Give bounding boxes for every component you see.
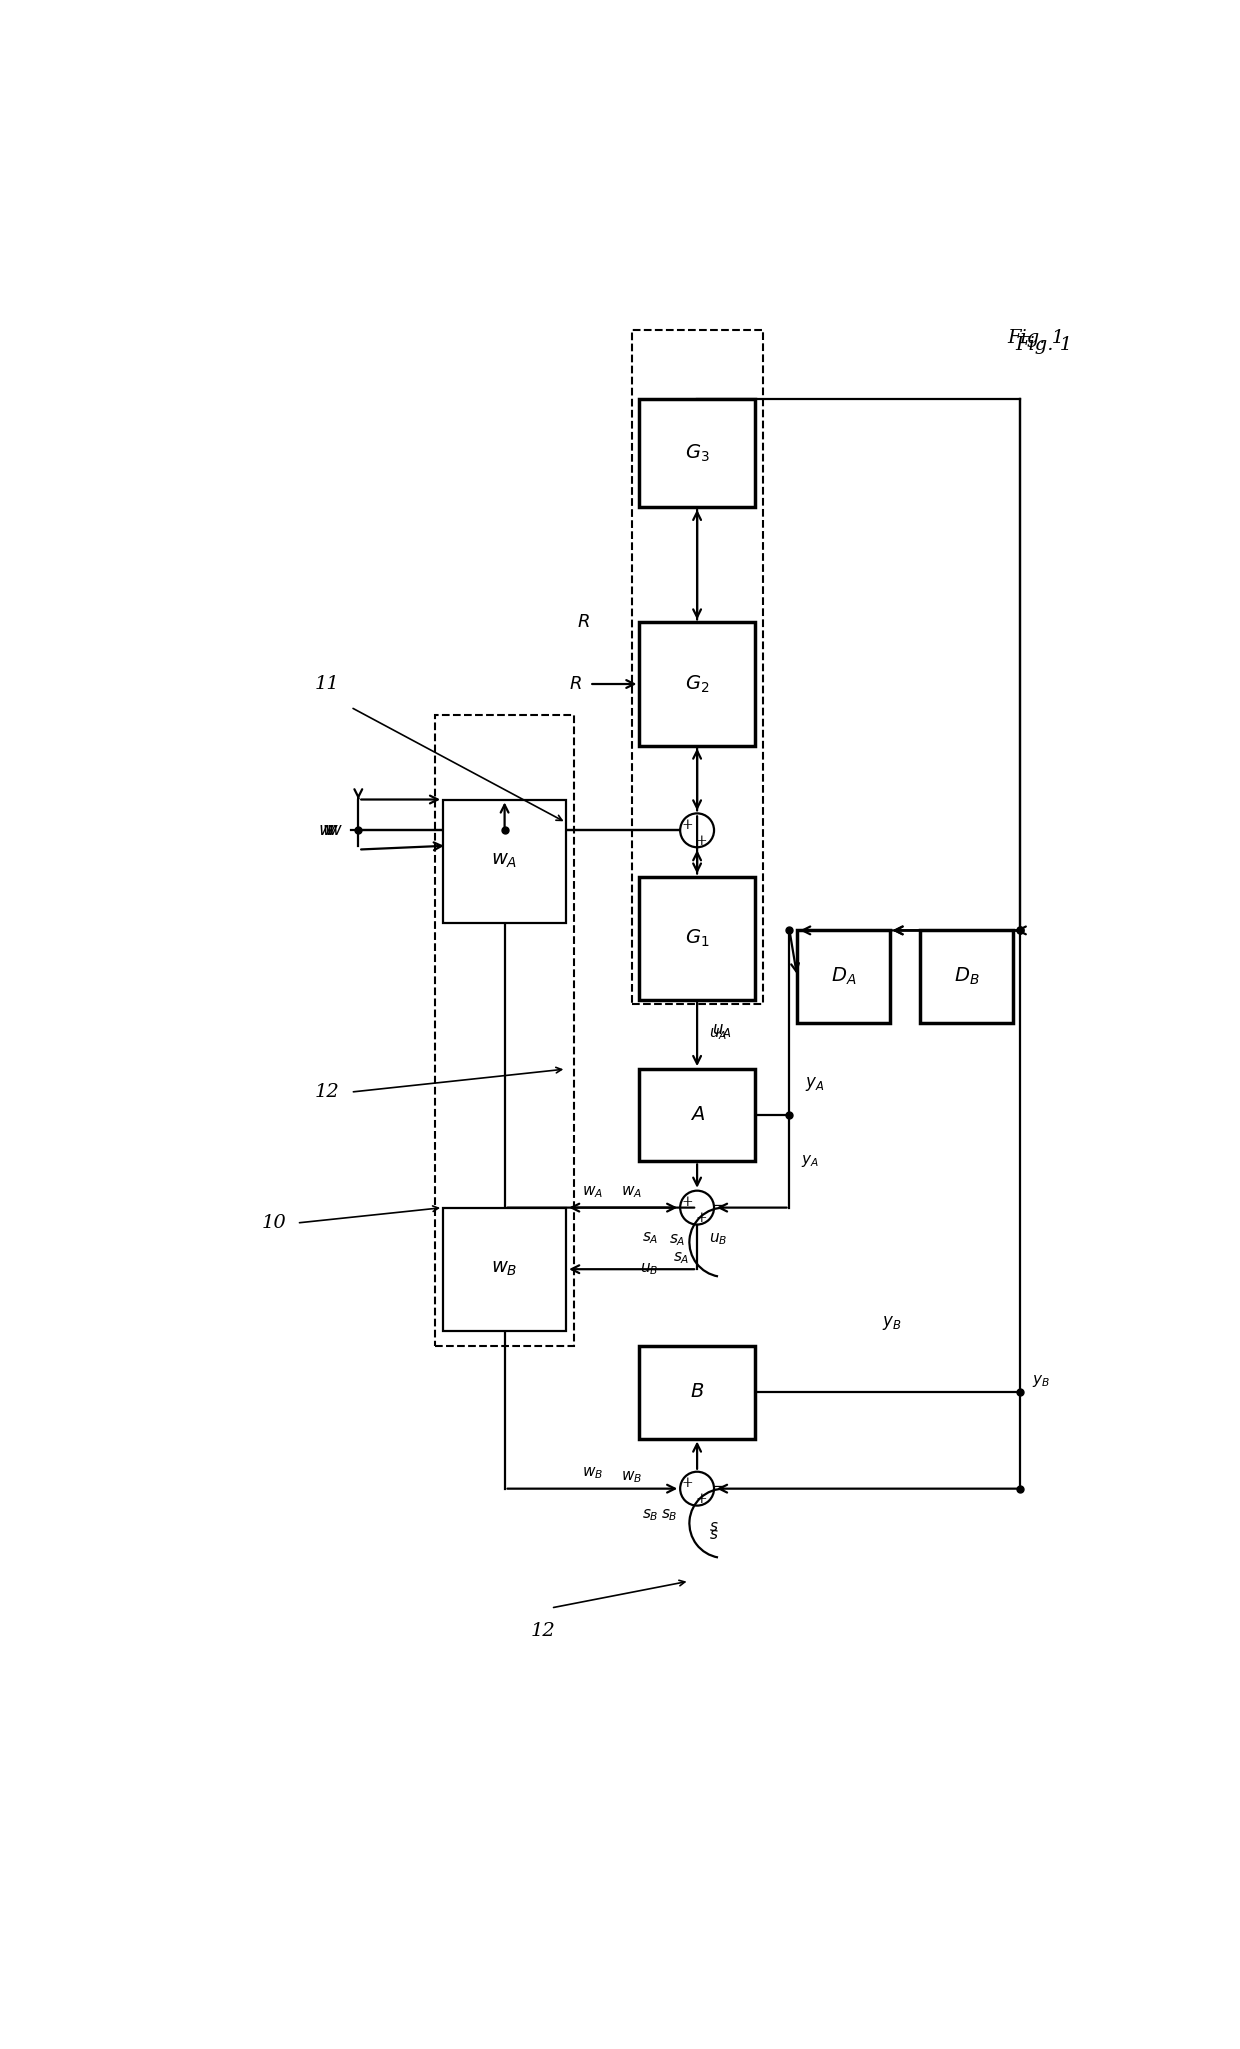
Text: +: + <box>696 1211 707 1225</box>
Text: 10: 10 <box>262 1213 286 1231</box>
Text: +: + <box>696 1492 707 1506</box>
Bar <box>443 799 567 922</box>
Text: $-$: $-$ <box>712 1477 725 1492</box>
Text: $y_B$: $y_B$ <box>882 1313 901 1332</box>
Text: $G_3$: $G_3$ <box>684 443 709 463</box>
Bar <box>631 330 763 1004</box>
Text: $D_A$: $D_A$ <box>831 965 856 988</box>
Text: +: + <box>681 818 693 832</box>
Text: 12: 12 <box>315 1084 340 1100</box>
Bar <box>797 930 889 1022</box>
Text: $u_A$: $u_A$ <box>708 1027 727 1043</box>
Bar <box>640 400 755 506</box>
Text: 11: 11 <box>315 674 340 693</box>
Bar <box>640 1070 755 1162</box>
Bar <box>920 930 1013 1022</box>
Text: $w_A$: $w_A$ <box>582 1184 603 1201</box>
Text: $s_B$: $s_B$ <box>661 1508 678 1524</box>
Text: $R$: $R$ <box>577 613 589 631</box>
Text: $u_A$: $u_A$ <box>713 1022 732 1039</box>
Text: +: + <box>696 834 707 848</box>
Bar <box>640 877 755 1000</box>
Text: $u_B$: $u_B$ <box>640 1262 658 1277</box>
Text: +: + <box>681 1195 693 1209</box>
Text: $-$: $-$ <box>712 1197 725 1211</box>
Text: $G_2$: $G_2$ <box>684 674 709 695</box>
Text: +: + <box>681 1475 693 1490</box>
Text: $A$: $A$ <box>689 1106 704 1125</box>
Text: $w_B$: $w_B$ <box>582 1465 603 1481</box>
Text: $y_A$: $y_A$ <box>801 1154 818 1170</box>
Bar <box>435 715 574 1346</box>
Text: $w$: $w$ <box>326 822 343 840</box>
Text: $w_A$: $w_A$ <box>491 852 518 871</box>
Text: $w_B$: $w_B$ <box>621 1469 642 1486</box>
Circle shape <box>681 813 714 846</box>
Text: Fig. 1: Fig. 1 <box>1007 328 1064 346</box>
Text: $R$: $R$ <box>569 674 582 693</box>
Text: $y_A$: $y_A$ <box>805 1076 825 1094</box>
Circle shape <box>681 1190 714 1225</box>
Text: $s_A$: $s_A$ <box>670 1231 686 1248</box>
Text: $y_B$: $y_B$ <box>1032 1373 1050 1389</box>
Text: $B$: $B$ <box>689 1383 704 1402</box>
Text: $w_A$: $w_A$ <box>621 1184 642 1201</box>
Text: $u_B$: $u_B$ <box>708 1231 727 1248</box>
Text: $s_A$: $s_A$ <box>673 1250 689 1266</box>
Text: 12: 12 <box>531 1623 556 1639</box>
Text: $s$: $s$ <box>708 1529 718 1541</box>
Text: $s$: $s$ <box>708 1520 718 1535</box>
Bar <box>640 1346 755 1438</box>
Text: Fig. 1: Fig. 1 <box>1016 336 1073 354</box>
Text: $w_B$: $w_B$ <box>491 1260 518 1279</box>
Text: $w$: $w$ <box>322 822 339 840</box>
Text: $D_B$: $D_B$ <box>954 965 980 988</box>
Bar <box>640 623 755 746</box>
Text: $s_B$: $s_B$ <box>642 1508 658 1524</box>
Circle shape <box>681 1471 714 1506</box>
Text: $w$: $w$ <box>319 822 335 840</box>
Text: $G_1$: $G_1$ <box>684 928 709 949</box>
Text: $s_A$: $s_A$ <box>642 1231 658 1246</box>
Bar <box>443 1207 567 1330</box>
